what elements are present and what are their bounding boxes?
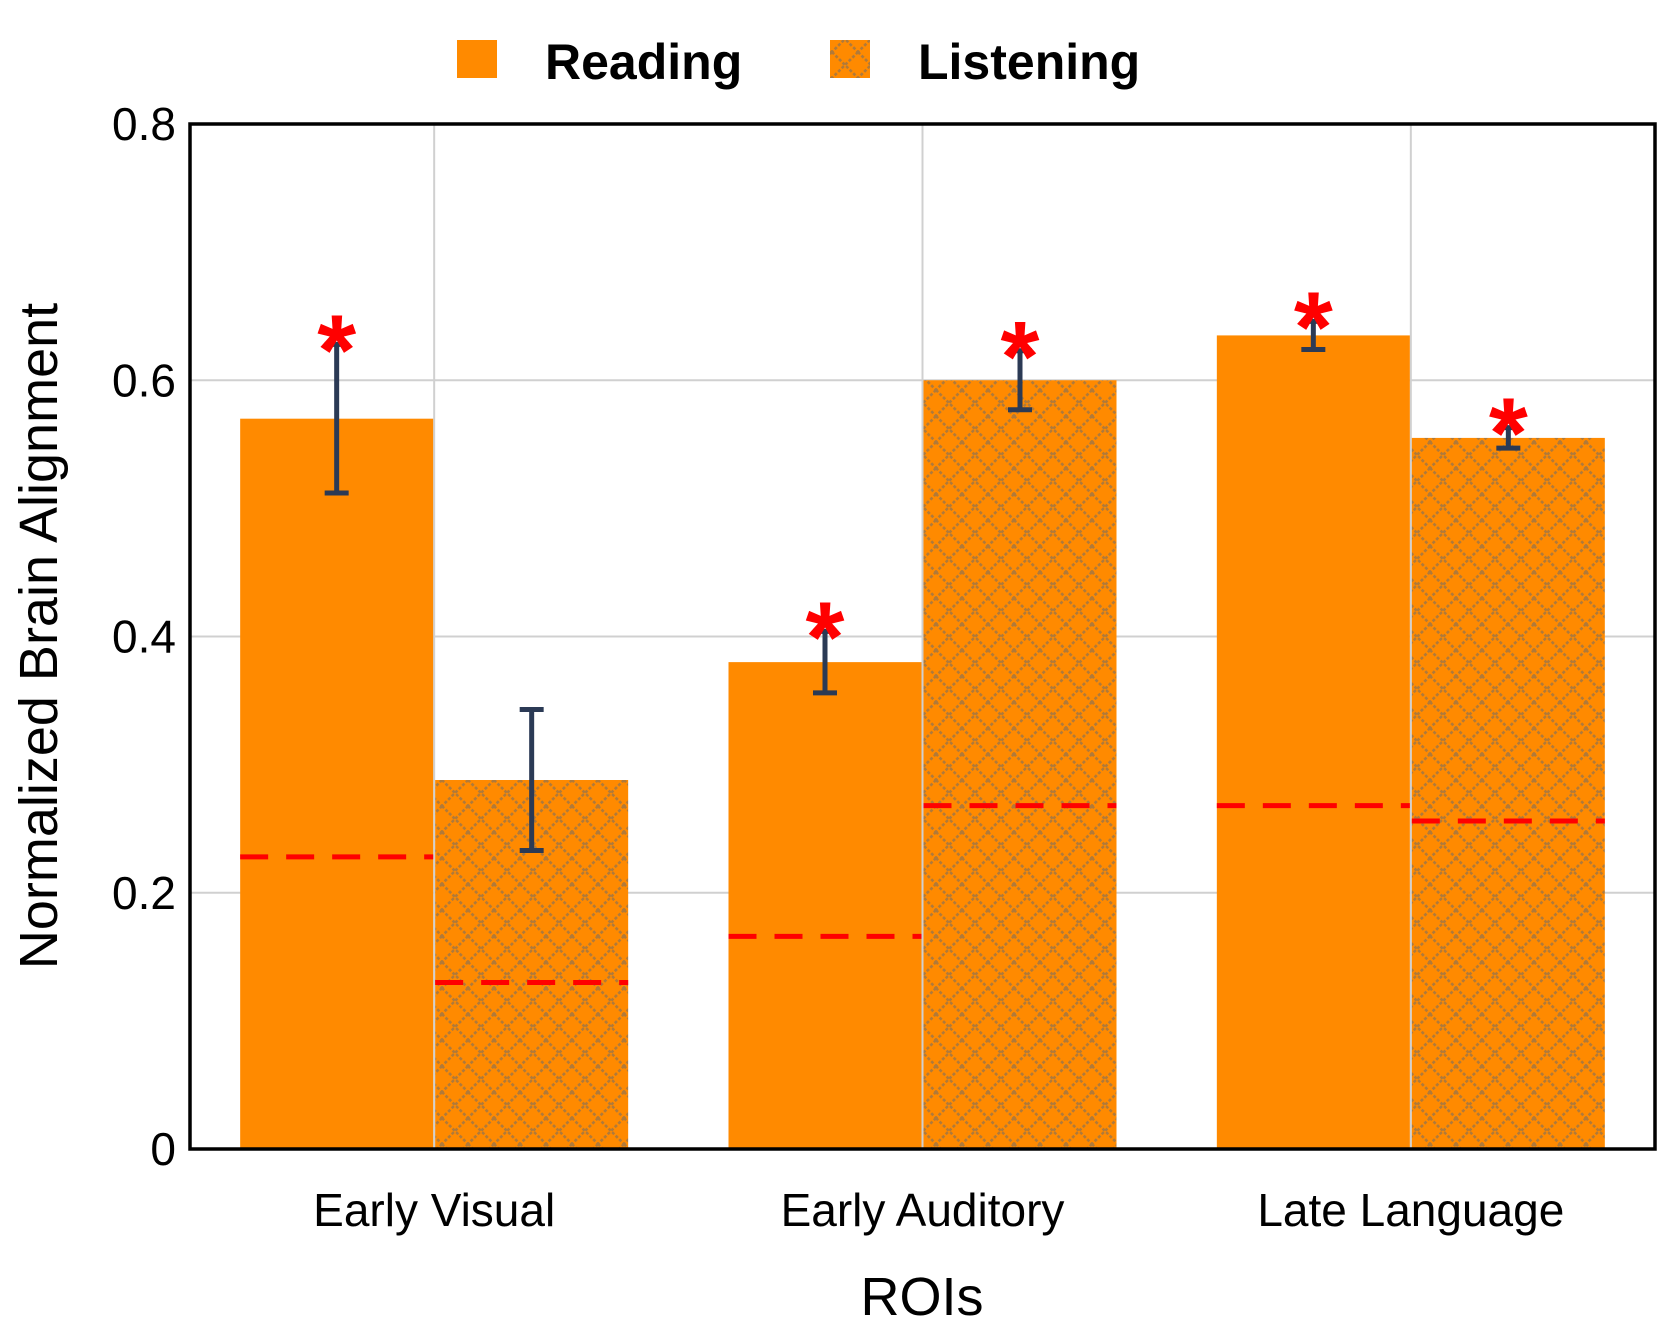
legend-swatch-reading	[457, 40, 497, 78]
significance-star: *	[1001, 301, 1040, 413]
y-tick-label: 0.4	[112, 611, 176, 663]
legend: Reading Listening	[457, 34, 1140, 90]
significance-star: *	[317, 294, 356, 406]
y-tick-label: 0.6	[112, 354, 176, 406]
x-axis-title: ROIs	[860, 1267, 983, 1327]
baseline-lines	[240, 803, 1605, 985]
bar-listening	[1411, 437, 1605, 1149]
y-axis-ticks: 0 0.2 0.4 0.6 0.8	[112, 98, 176, 1175]
plot-frame	[188, 122, 1657, 1151]
significance-star: *	[1489, 378, 1528, 490]
legend-label-reading: Reading	[545, 34, 742, 90]
error-bars	[324, 318, 1521, 853]
x-tick-label: Late Language	[1257, 1184, 1564, 1236]
y-axis-title: Normalized Brain Alignment	[9, 303, 69, 969]
x-tick-label: Early Visual	[313, 1184, 555, 1236]
y-tick-label: 0.2	[112, 867, 176, 919]
significance-star: *	[1294, 271, 1333, 383]
legend-swatch-listening	[830, 40, 870, 78]
legend-label-listening: Listening	[918, 34, 1140, 90]
grid-lines	[190, 124, 1655, 1149]
significance-star: *	[806, 581, 845, 693]
x-tick-label: Early Auditory	[781, 1184, 1065, 1236]
bar-reading	[240, 418, 434, 1149]
y-tick-label: 0.8	[112, 98, 176, 150]
bar-listening	[923, 380, 1117, 1149]
y-tick-label: 0	[150, 1123, 176, 1175]
x-axis-ticks: Early Visual Early Auditory Late Language	[313, 1184, 1564, 1236]
significance-markers: * * * * *	[317, 271, 1528, 693]
bar-reading	[1216, 335, 1410, 1149]
bars	[240, 335, 1605, 1149]
bar-reading	[728, 662, 922, 1149]
